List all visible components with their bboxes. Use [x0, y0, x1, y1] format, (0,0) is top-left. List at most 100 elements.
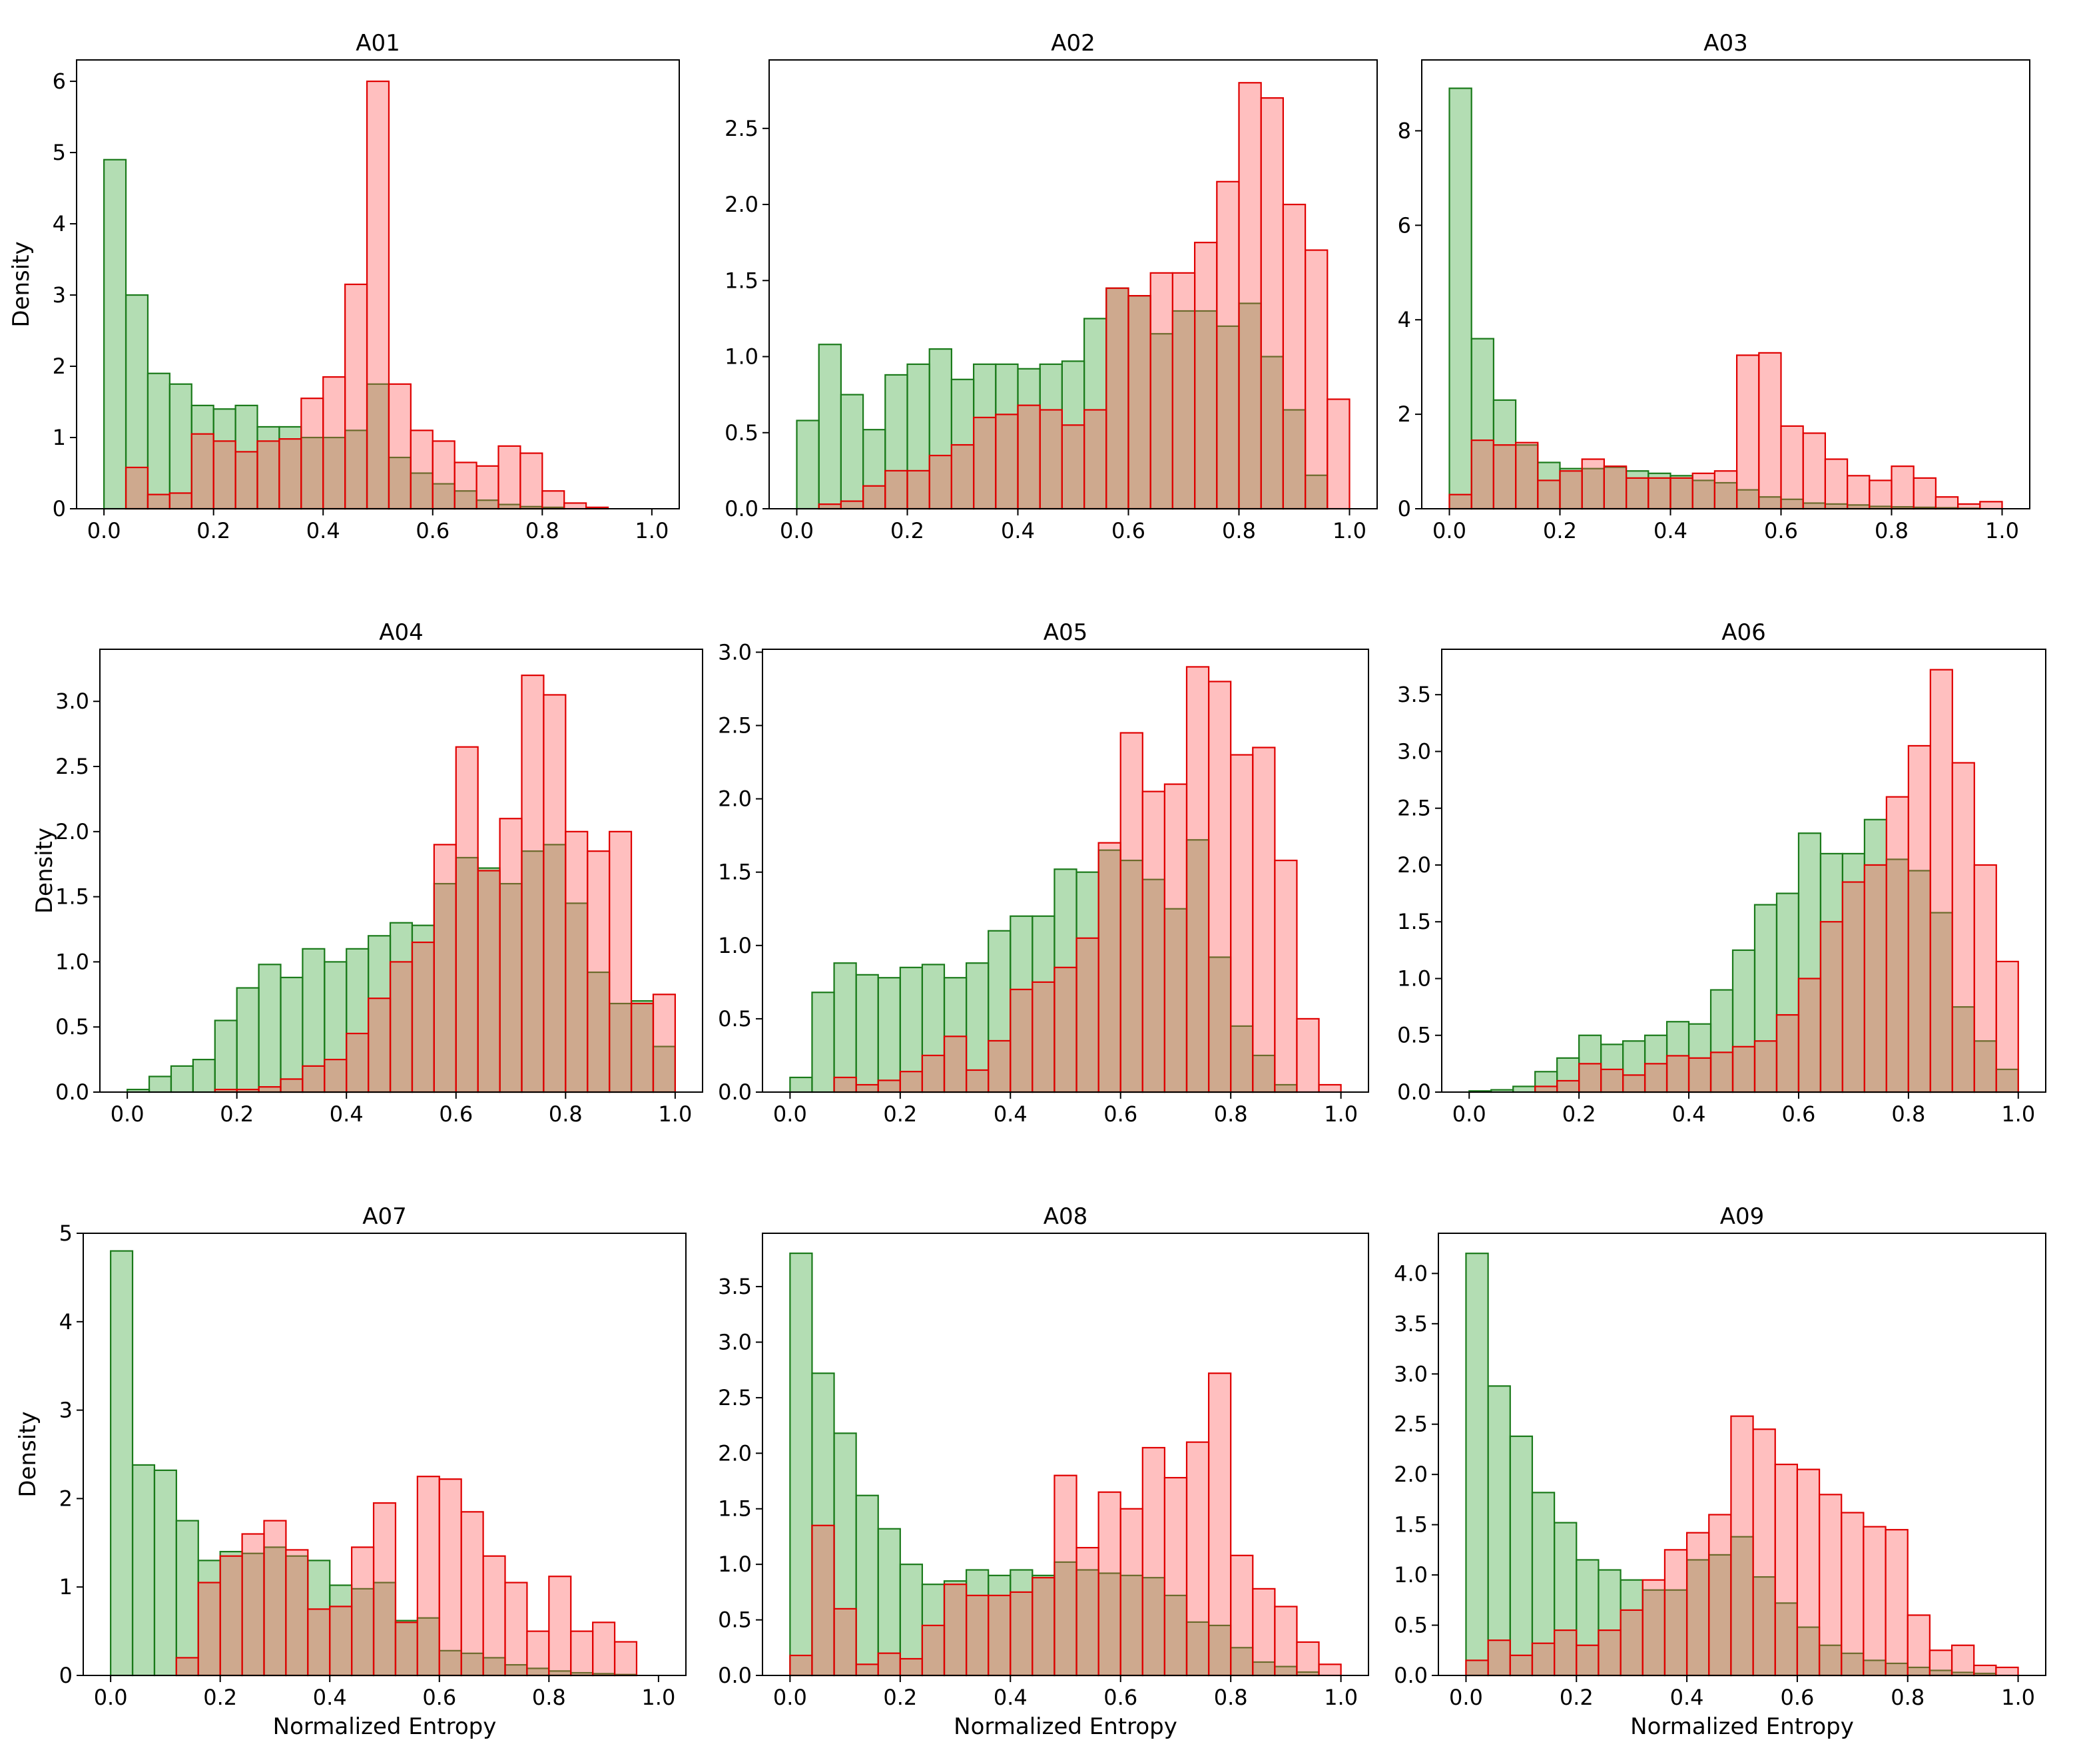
x-tick-label: 1.0: [2001, 1101, 2035, 1127]
y-tick-label: 0.0: [55, 1079, 89, 1105]
y-tick-label: 2.5: [725, 116, 758, 141]
red-bar: [1979, 501, 2003, 510]
red-bar: [840, 500, 864, 510]
y-tick-label: 2.5: [718, 713, 752, 738]
green-bar: [175, 1520, 199, 1677]
red-bar: [497, 445, 521, 510]
red-bar: [1061, 424, 1085, 510]
green-bar: [168, 383, 192, 510]
y-tick-label: 0.5: [1397, 1023, 1431, 1048]
red-bar: [972, 416, 997, 510]
red-bar: [1995, 960, 2019, 1093]
red-bar: [1252, 746, 1276, 1093]
red-bar: [410, 430, 434, 510]
x-tick-label: 0.8: [1891, 1685, 1925, 1710]
y-axis-label: Density: [8, 241, 35, 327]
red-bar: [175, 1657, 199, 1677]
green-bar: [1010, 915, 1034, 1093]
red-bar: [526, 1630, 550, 1677]
red-bar: [1973, 864, 1997, 1093]
red-bar: [263, 1520, 287, 1677]
panel-a09: 0.0 0.2 0.4 0.6 0.8 1.0 0.0 0.5 1.0 1.5 2.0 2.5 3.0 3…: [1394, 1203, 2046, 1740]
red-series: [1448, 352, 2003, 510]
x-tick-label: 1.0: [2001, 1685, 2035, 1710]
red-bar: [899, 1071, 924, 1093]
y-tick-label: 0: [53, 496, 66, 521]
green-bar: [1685, 1559, 1710, 1677]
red-bar: [1891, 465, 1915, 510]
red-bar: [278, 438, 302, 510]
chart-title: A06: [1721, 619, 1766, 646]
red-bar: [1847, 475, 1871, 510]
x-tick-label: 0.2: [883, 1101, 917, 1127]
green-bar: [1603, 466, 1628, 510]
red-bar: [1075, 1547, 1099, 1677]
y-tick-label: 3: [59, 1398, 73, 1423]
y-tick-label: 2: [1398, 402, 1411, 427]
green-bar: [153, 1469, 177, 1677]
plot-frame: [1421, 59, 2030, 509]
y-tick-label: 4: [53, 211, 66, 236]
green-series: [1468, 818, 2019, 1093]
red-bar: [389, 961, 414, 1093]
y-tick-label: 3.0: [55, 689, 89, 714]
green-bar: [1509, 1435, 1534, 1677]
red-bar: [906, 469, 930, 510]
y-tick-label: 1.0: [725, 344, 758, 370]
x-tick-label: 0.2: [890, 518, 924, 543]
y-tick-label: 2.0: [718, 786, 752, 812]
red-series: [833, 666, 1342, 1093]
y-tick-label: 0.0: [718, 1079, 752, 1105]
red-bar: [1141, 1446, 1166, 1677]
red-bar: [482, 1555, 506, 1677]
red-bar: [219, 1555, 243, 1677]
x-tick-label: 0.2: [883, 1685, 917, 1710]
x-tick-label: 1.0: [1324, 1101, 1358, 1127]
red-bar: [877, 1652, 901, 1677]
red-bar: [1119, 1508, 1143, 1677]
x-tick-label: 0.6: [1103, 1101, 1137, 1127]
red-bar: [1951, 762, 1975, 1093]
red-bar: [258, 1086, 282, 1093]
red-bar: [1470, 440, 1494, 510]
red-bar: [1282, 203, 1307, 510]
green-bar: [818, 344, 842, 510]
red-bar: [833, 1608, 857, 1677]
green-bar: [258, 964, 282, 1093]
x-tick-label: 0.4: [1672, 1101, 1706, 1127]
red-series: [1534, 669, 2019, 1093]
red-bar: [1780, 425, 1804, 510]
green-bar: [855, 974, 879, 1093]
x-tick-label: 0.2: [220, 1101, 254, 1127]
x-tick-label: 0.2: [1562, 1101, 1596, 1127]
green-bar: [789, 1076, 813, 1093]
y-tick-label: 6: [53, 69, 66, 94]
red-bar: [1730, 1415, 1754, 1677]
green-series: [103, 158, 565, 510]
red-bar: [1647, 477, 1671, 510]
y-tick-label: 2.0: [718, 1440, 752, 1466]
green-bar: [543, 844, 567, 1093]
red-bar: [499, 818, 523, 1093]
red-bar: [1913, 477, 1937, 510]
x-tick-label: 0.4: [1670, 1685, 1704, 1710]
y-tick-label: 2.5: [1397, 796, 1431, 821]
red-bar: [1818, 1494, 1843, 1677]
red-bar: [862, 485, 886, 510]
green-bar: [214, 1020, 238, 1093]
green-bar: [170, 1065, 194, 1093]
red-bar: [1885, 1529, 1909, 1677]
green-bar: [1600, 1043, 1624, 1093]
red-bar: [1010, 988, 1034, 1093]
green-bar: [1708, 1554, 1732, 1677]
red-bar: [1216, 180, 1240, 510]
x-axis-label: Normalized Entropy: [1630, 1713, 1854, 1740]
green-bar: [110, 1250, 134, 1677]
red-bar: [1907, 744, 1931, 1093]
red-bar: [1774, 1463, 1799, 1677]
red-bar: [1163, 783, 1188, 1093]
x-tick-label: 1.0: [1985, 518, 2019, 543]
red-bar: [1685, 1532, 1710, 1677]
x-tick-label: 0.2: [1560, 1685, 1594, 1710]
x-tick-label: 0.8: [1222, 518, 1256, 543]
